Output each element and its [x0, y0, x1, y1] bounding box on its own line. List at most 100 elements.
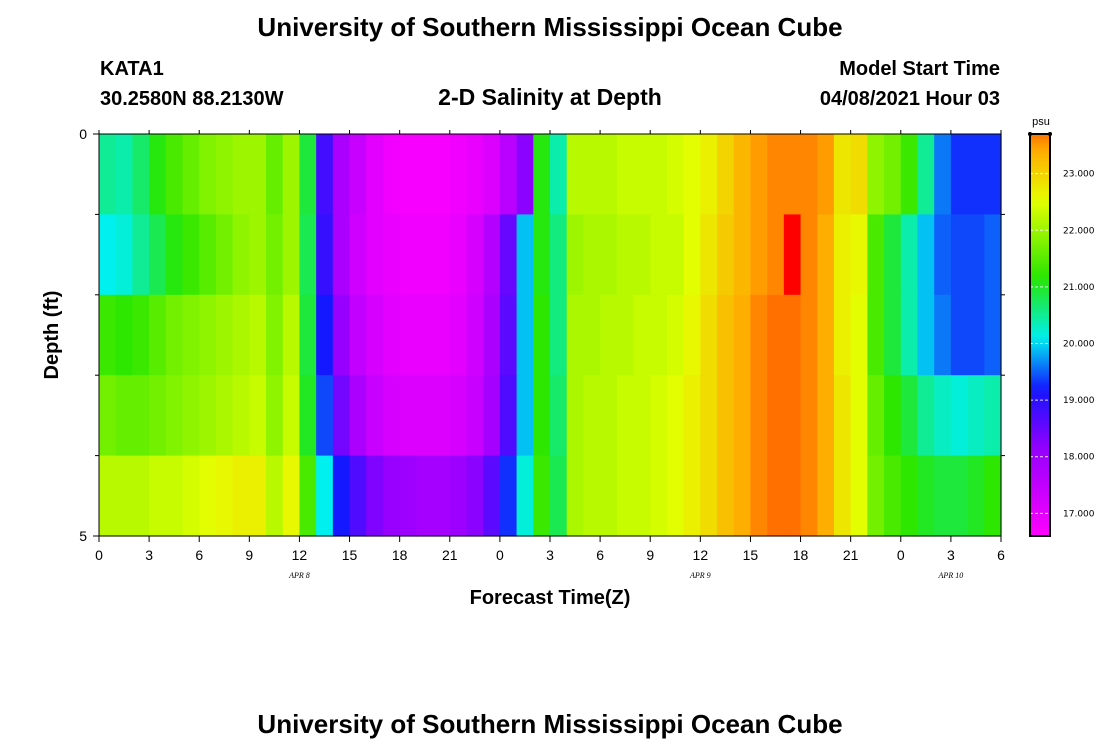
heatmap-cell: [149, 294, 167, 376]
heatmap-cell: [433, 375, 451, 457]
heatmap-cell: [817, 214, 835, 296]
heatmap-cell: [215, 214, 234, 296]
heatmap-cell: [867, 134, 885, 215]
heatmap-cell: [232, 134, 250, 215]
heatmap-cell: [399, 214, 417, 296]
heatmap-cell: [616, 455, 635, 537]
heatmap-cell: [833, 214, 852, 296]
heatmap-cell: [433, 214, 451, 296]
heatmap-cell: [182, 455, 200, 537]
heatmap-cell: [299, 214, 317, 296]
heatmap-cell: [516, 455, 534, 537]
x-tick-label: 6: [195, 547, 203, 563]
heatmap-cell: [316, 214, 334, 296]
heatmap-cell: [433, 134, 451, 215]
heatmap-cell: [382, 134, 401, 215]
heatmap-cell: [917, 214, 935, 296]
heatmap-cell: [984, 294, 1002, 376]
heatmap-cell: [266, 294, 284, 376]
heatmap-cell: [533, 214, 551, 296]
heatmap-cell: [416, 455, 434, 537]
heatmap-cell: [266, 134, 284, 215]
x-axis-label: Forecast Time(Z): [470, 587, 631, 609]
heatmap-cell: [99, 214, 117, 296]
model-start-label: Model Start Time: [839, 58, 1000, 80]
heatmap-cell: [800, 375, 818, 457]
heatmap-cell: [449, 134, 468, 215]
heatmap-cell: [650, 214, 668, 296]
heatmap-cell: [633, 134, 651, 215]
heatmap-cell: [583, 455, 601, 537]
heatmap-cell: [800, 455, 818, 537]
heatmap-cell: [666, 455, 685, 537]
heatmap-cell: [733, 455, 752, 537]
x-tick-label: 12: [693, 547, 709, 563]
heatmap-cell: [867, 375, 885, 457]
colorbar-tick-label: 17.000: [1063, 509, 1095, 519]
heatmap-cell: [817, 375, 835, 457]
heatmap-cell: [132, 214, 150, 296]
heatmap-cell: [249, 214, 267, 296]
heatmap-cell: [416, 294, 434, 376]
x-tick-label: 3: [145, 547, 153, 563]
heatmap-cell: [232, 455, 250, 537]
heatmap-cell: [850, 375, 868, 457]
heatmap-cell: [717, 455, 735, 537]
heatmap-cell: [316, 455, 334, 537]
heatmap-cell: [984, 134, 1002, 215]
heatmap-cell: [165, 214, 184, 296]
heatmap-cell: [115, 375, 133, 457]
heatmap-cell: [550, 455, 568, 537]
heatmap-cell: [783, 375, 802, 457]
heatmap-cell: [199, 134, 217, 215]
heatmap-cell: [533, 134, 551, 215]
heatmap-cell: [700, 294, 718, 376]
heatmap-cell: [149, 375, 167, 457]
heatmap-cell: [917, 375, 935, 457]
heatmap-cell: [867, 294, 885, 376]
heatmap-cell: [600, 294, 618, 376]
heatmap-cell: [483, 294, 501, 376]
x-tick-label: 3: [546, 547, 554, 563]
heatmap-cell: [332, 455, 351, 537]
model-start-value: 04/08/2021 Hour 03: [820, 88, 1000, 110]
heatmap-cell: [215, 294, 234, 376]
heatmap-cell: [600, 455, 618, 537]
heatmap-cell: [884, 294, 902, 376]
heatmap-cell: [99, 455, 117, 537]
heatmap-cell: [566, 455, 584, 537]
heatmap-cell: [249, 375, 267, 457]
heatmap-cell: [132, 455, 150, 537]
heatmap-cell: [733, 214, 752, 296]
heatmap-cell: [700, 375, 718, 457]
heatmap-cell: [349, 375, 367, 457]
heatmap-cell: [499, 375, 518, 457]
heatmap-cell: [750, 134, 768, 215]
x-date-label: APR 10: [938, 571, 964, 580]
heatmap-cell: [466, 134, 484, 215]
heatmap-cell: [299, 294, 317, 376]
heatmap-cell: [750, 375, 768, 457]
heatmap-cell: [299, 455, 317, 537]
heatmap-cell: [717, 214, 735, 296]
heatmap-cell: [900, 294, 919, 376]
heatmap-cell: [967, 375, 985, 457]
heatmap-cell: [783, 214, 802, 296]
heatmap-cell: [115, 134, 133, 215]
heatmap-cell: [616, 375, 635, 457]
heatmap-cell: [132, 134, 150, 215]
heatmap-cell: [683, 214, 701, 296]
heatmap-cell: [266, 455, 284, 537]
heatmap-cell: [249, 294, 267, 376]
heatmap-cell: [850, 294, 868, 376]
x-tick-label: 18: [793, 547, 809, 563]
heatmap-cell: [633, 455, 651, 537]
heatmap-cell: [683, 134, 701, 215]
heatmap-cell: [232, 214, 250, 296]
heatmap-cell: [950, 214, 969, 296]
heatmap-cell: [332, 214, 351, 296]
heatmap-cell: [449, 294, 468, 376]
heatmap-cell: [934, 375, 952, 457]
heatmap-cell: [215, 134, 234, 215]
